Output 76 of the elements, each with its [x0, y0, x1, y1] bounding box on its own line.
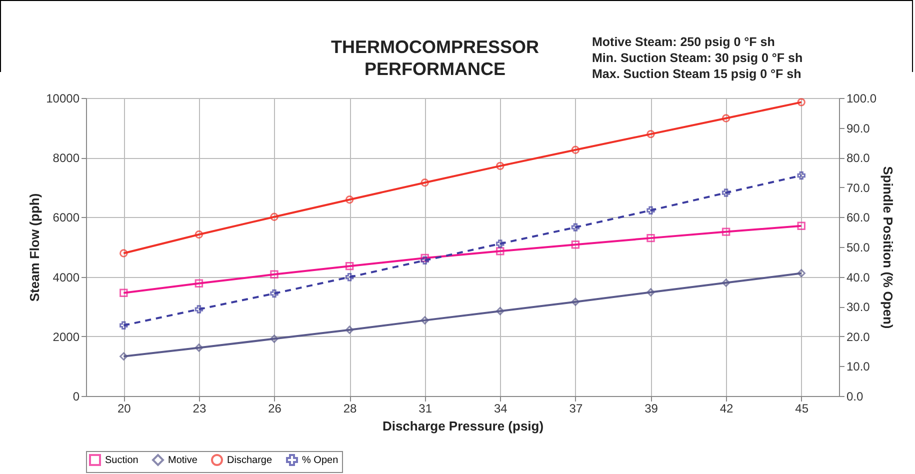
y2-tick-label: 60.0: [846, 210, 870, 225]
x-tick-label: 26: [268, 402, 282, 416]
point: [194, 230, 204, 239]
x-tick-label: 39: [644, 402, 658, 416]
x-tick-label: 45: [795, 402, 809, 416]
y-tick-label: 10000: [46, 92, 80, 106]
point: [270, 270, 278, 279]
y-axis-title: Steam Flow (pph): [27, 193, 42, 302]
point: [194, 305, 204, 314]
legend-label: Discharge: [227, 455, 272, 466]
point: [270, 212, 278, 221]
point: [194, 344, 204, 352]
y2-tick-label: 30.0: [846, 300, 870, 314]
y2-tick-label: 10.0: [846, 360, 870, 374]
point: [496, 306, 504, 316]
x-tick-label: 23: [192, 402, 206, 416]
y-tick-label: 0: [72, 390, 80, 404]
point: [420, 178, 429, 187]
y2-tick-label: 70.0: [846, 180, 870, 195]
point: [571, 223, 580, 232]
point: [345, 262, 354, 270]
point: [496, 247, 504, 256]
point: [797, 269, 806, 278]
y2-tick-label: 100.0: [846, 92, 877, 106]
x-tick-label: 42: [720, 402, 734, 416]
point: [120, 321, 128, 330]
point: [345, 196, 354, 204]
point: [420, 254, 429, 262]
point: [722, 278, 730, 287]
y-tick-label: 2000: [52, 330, 80, 344]
point: [496, 240, 504, 248]
point: [722, 188, 730, 197]
point: [420, 256, 429, 265]
point: [496, 162, 504, 170]
y2-tick-label: 80.0: [846, 151, 870, 166]
y2-tick-label: 50.0: [846, 240, 870, 254]
chart-title: THERMOCOMPRESSOR PERFORMANCE: [330, 36, 540, 80]
point: [722, 228, 730, 236]
point: [120, 352, 128, 360]
text: Min. Suction Steam: 30 psig 0 °F sh: [592, 50, 803, 66]
legend-label: Suction: [105, 455, 138, 466]
point: [722, 114, 730, 122]
y-tick-label: 8000: [52, 151, 80, 166]
point: [797, 171, 806, 180]
x-tick-label: 31: [418, 402, 432, 416]
point: [646, 288, 655, 296]
point: [270, 289, 278, 298]
legend-label: % Open: [302, 455, 338, 466]
point: [120, 288, 128, 297]
x-tick-label: 20: [117, 402, 132, 416]
point: [420, 316, 429, 324]
point: [345, 326, 354, 334]
point: [646, 234, 655, 242]
x-tick-label: 28: [343, 402, 358, 416]
y-tick-label: 6000: [52, 210, 80, 225]
y2-tick-label: 90.0: [846, 121, 870, 136]
y2-tick-label: 0.0: [846, 390, 864, 404]
point: [797, 222, 806, 230]
point: [345, 272, 354, 282]
text: Motive Steam: 250 psig 0 °F sh: [592, 34, 776, 50]
point: [646, 130, 655, 138]
point: [571, 146, 580, 154]
point: [646, 206, 655, 214]
point: [194, 279, 204, 288]
x-tick-label: 34: [494, 402, 508, 416]
y-tick-label: 4000: [52, 270, 80, 284]
x-axis-title: Discharge Pressure (psig): [382, 418, 544, 434]
text: Max. Suction Steam 15 psig 0 °F sh: [592, 66, 802, 82]
point: [571, 240, 580, 249]
x-tick-label: 37: [569, 402, 583, 416]
point: [571, 298, 580, 306]
point: [270, 334, 278, 343]
y2-tick-label: 40.0: [846, 270, 870, 284]
legend-label: Motive: [168, 455, 198, 466]
y2-tick-label: 20.0: [846, 330, 870, 344]
y2-axis-title: Spindle Position (% Open): [880, 166, 896, 329]
